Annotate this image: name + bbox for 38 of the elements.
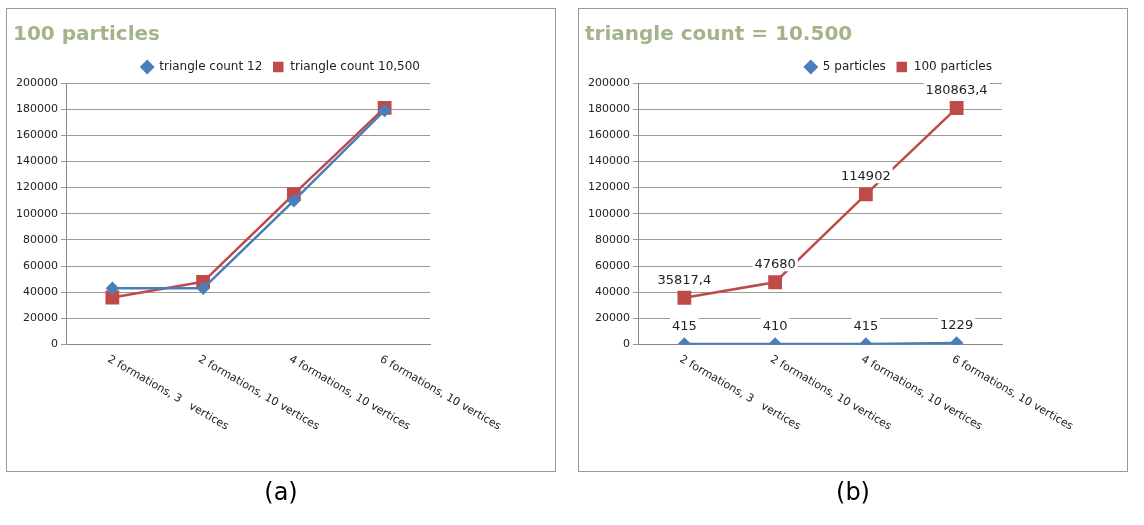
y-tick-label: 200000 — [587, 75, 630, 89]
data-label: 35817,4 — [657, 271, 712, 287]
text: (a) — [263, 478, 299, 506]
y-tick-label: 140000 — [15, 154, 58, 168]
y-tick-label: 120000 — [587, 180, 630, 194]
y-tick-label: 40000 — [594, 285, 630, 299]
data-label: 415 — [853, 317, 879, 333]
y-tick-label: 180000 — [15, 102, 58, 116]
data-label: 1229 — [940, 316, 974, 332]
legend-label: triangle count 12 — [159, 59, 263, 74]
y-tick-label: 20000 — [22, 311, 58, 325]
y-tick-label: 0 — [50, 337, 58, 351]
data-label: 114902 — [841, 168, 891, 184]
chart-title: triangle count = 10.500 — [585, 21, 853, 46]
y-tick-label: 180000 — [587, 102, 630, 116]
chart-title: 100 particles — [13, 21, 160, 46]
data-label: 180863,4 — [925, 81, 988, 97]
legend-label: 100 particles — [913, 59, 993, 74]
y-tick-label: 100000 — [587, 206, 630, 220]
y-tick-label: 20000 — [594, 311, 630, 325]
y-tick-label: 60000 — [594, 258, 630, 272]
y-tick-label: 0 — [622, 337, 630, 351]
y-tick-label: 200000 — [15, 75, 58, 89]
data-label: 47680 — [754, 256, 796, 272]
y-tick-label: 80000 — [594, 232, 630, 246]
y-tick-label: 160000 — [15, 128, 58, 142]
y-tick-label: 60000 — [22, 258, 58, 272]
y-tick-label: 120000 — [15, 180, 58, 194]
y-tick-label: 40000 — [22, 285, 58, 299]
y-tick-label: 160000 — [587, 128, 630, 142]
data-label: 410 — [762, 317, 788, 333]
y-tick-label: 100000 — [15, 206, 58, 220]
y-tick-label: 140000 — [587, 154, 630, 168]
y-tick-label: 80000 — [22, 232, 58, 246]
legend-label: 5 particles — [822, 59, 886, 74]
data-label: 415 — [671, 317, 697, 333]
legend-label: triangle count 10,500 — [290, 59, 421, 74]
text: (b) — [835, 478, 871, 506]
